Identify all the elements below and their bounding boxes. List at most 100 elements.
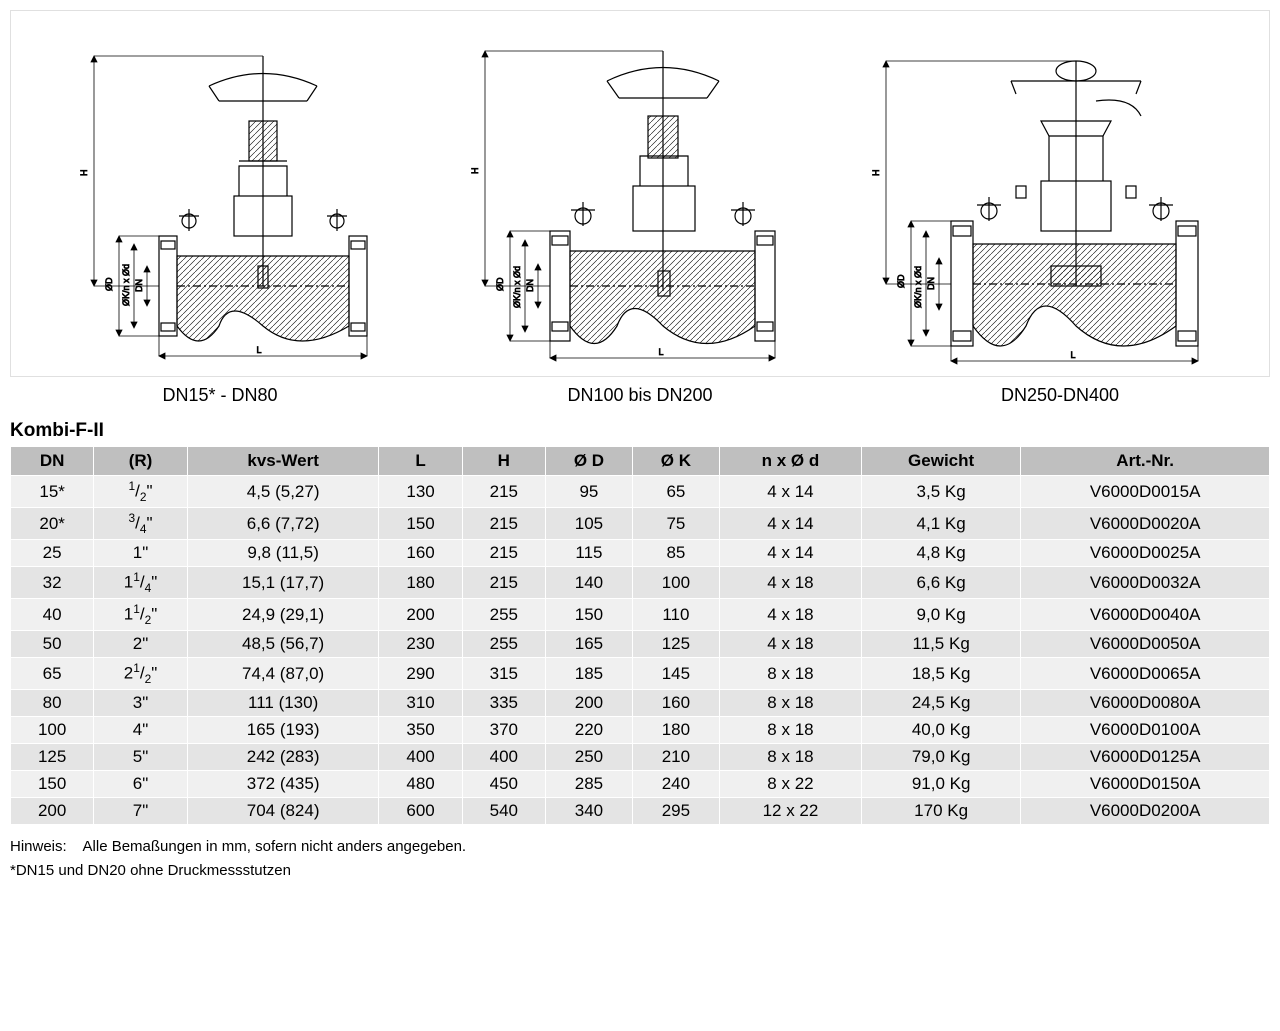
- cell: 350: [379, 717, 462, 744]
- dim-dn: DN: [134, 279, 144, 292]
- cell: 11,5 Kg: [862, 631, 1021, 658]
- cell: 250: [545, 744, 632, 771]
- cell: 200: [379, 599, 462, 631]
- cell: 6": [94, 771, 188, 798]
- svg-text:L: L: [1070, 350, 1075, 360]
- cell: V6000D0032A: [1021, 567, 1270, 599]
- cell: 11/2": [94, 599, 188, 631]
- col-8: Gewicht: [862, 447, 1021, 476]
- col-5: Ø D: [545, 447, 632, 476]
- cell: 200: [11, 798, 94, 825]
- dim-h: H: [79, 170, 89, 177]
- cell: 210: [632, 744, 719, 771]
- cell: 295: [632, 798, 719, 825]
- cell: V6000D0025A: [1021, 540, 1270, 567]
- cell: 8 x 22: [719, 771, 861, 798]
- cell: 185: [545, 658, 632, 690]
- cell: 21/2": [94, 658, 188, 690]
- cell: 11/4": [94, 567, 188, 599]
- cell: 290: [379, 658, 462, 690]
- cell: V6000D0015A: [1021, 476, 1270, 508]
- diagram-container: H ØD ØK/n x Ød DN L: [10, 10, 1270, 377]
- cell: 3": [94, 690, 188, 717]
- cell: 111 (130): [187, 690, 379, 717]
- table-header-row: DN(R)kvs-WertLHØ DØ Kn x Ø dGewichtArt.-…: [11, 447, 1270, 476]
- cell: 100: [632, 567, 719, 599]
- cell: 130: [379, 476, 462, 508]
- cell: 150: [11, 771, 94, 798]
- table-row: 1506"372 (435)4804502852408 x 2291,0 KgV…: [11, 771, 1270, 798]
- cell: 91,0 Kg: [862, 771, 1021, 798]
- table-row: 4011/2"24,9 (29,1)2002551501104 x 189,0 …: [11, 599, 1270, 631]
- cell: V6000D0065A: [1021, 658, 1270, 690]
- cell: 74,4 (87,0): [187, 658, 379, 690]
- table-title: Kombi-F-II: [10, 420, 1270, 442]
- cell: 242 (283): [187, 744, 379, 771]
- cell: 115: [545, 540, 632, 567]
- notes: Hinweis: Alle Bemaßungen in mm, sofern n…: [10, 835, 1270, 883]
- cell: 310: [379, 690, 462, 717]
- cell: 12 x 22: [719, 798, 861, 825]
- cell: 400: [379, 744, 462, 771]
- cell: 4 x 14: [719, 476, 861, 508]
- cell: 150: [379, 508, 462, 540]
- cell: 3/4": [94, 508, 188, 540]
- table-row: 3211/4"15,1 (17,7)1802151401004 x 186,6 …: [11, 567, 1270, 599]
- cell: 255: [462, 631, 545, 658]
- cell: 240: [632, 771, 719, 798]
- cell: 215: [462, 476, 545, 508]
- caption-3: DN250-DN400: [850, 385, 1270, 406]
- svg-text:DN: DN: [525, 279, 535, 292]
- cell: 8 x 18: [719, 658, 861, 690]
- note-text-1: Alle Bemaßungen in mm, sofern nicht ande…: [83, 838, 467, 855]
- cell: 80: [11, 690, 94, 717]
- cell: 400: [462, 744, 545, 771]
- cell: 5": [94, 744, 188, 771]
- cell: 4 x 18: [719, 599, 861, 631]
- cell: V6000D0100A: [1021, 717, 1270, 744]
- cell: 7": [94, 798, 188, 825]
- cell: 24,5 Kg: [862, 690, 1021, 717]
- cell: V6000D0050A: [1021, 631, 1270, 658]
- cell: 255: [462, 599, 545, 631]
- cell: 704 (824): [187, 798, 379, 825]
- cell: 372 (435): [187, 771, 379, 798]
- cell: 150: [545, 599, 632, 631]
- cell: 48,5 (56,7): [187, 631, 379, 658]
- cell: 95: [545, 476, 632, 508]
- cell: 540: [462, 798, 545, 825]
- cell: 200: [545, 690, 632, 717]
- col-4: H: [462, 447, 545, 476]
- table-row: 803"111 (130)3103352001608 x 1824,5 KgV6…: [11, 690, 1270, 717]
- cell: 25: [11, 540, 94, 567]
- cell: 125: [632, 631, 719, 658]
- cell: V6000D0150A: [1021, 771, 1270, 798]
- cell: V6000D0020A: [1021, 508, 1270, 540]
- cell: 24,9 (29,1): [187, 599, 379, 631]
- col-6: Ø K: [632, 447, 719, 476]
- cell: 335: [462, 690, 545, 717]
- table-row: 1255"242 (283)4004002502108 x 1879,0 KgV…: [11, 744, 1270, 771]
- col-1: (R): [94, 447, 188, 476]
- cell: 230: [379, 631, 462, 658]
- col-7: n x Ø d: [719, 447, 861, 476]
- svg-text:ØD: ØD: [495, 277, 505, 291]
- dim-od: ØD: [104, 277, 114, 291]
- cell: 4 x 18: [719, 567, 861, 599]
- note-text-2: *DN15 und DN20 ohne Druckmessstutzen: [10, 859, 1270, 883]
- cell: 9,0 Kg: [862, 599, 1021, 631]
- col-9: Art.-Nr.: [1021, 447, 1270, 476]
- cell: V6000D0080A: [1021, 690, 1270, 717]
- spec-table: DN(R)kvs-WertLHØ DØ Kn x Ø dGewichtArt.-…: [10, 446, 1270, 825]
- cell: 215: [462, 567, 545, 599]
- col-0: DN: [11, 447, 94, 476]
- col-2: kvs-Wert: [187, 447, 379, 476]
- cell: 315: [462, 658, 545, 690]
- cell: 1": [94, 540, 188, 567]
- table-row: 502"48,5 (56,7)2302551651254 x 1811,5 Kg…: [11, 631, 1270, 658]
- cell: 160: [379, 540, 462, 567]
- cell: 18,5 Kg: [862, 658, 1021, 690]
- table-row: 1004"165 (193)3503702201808 x 1840,0 KgV…: [11, 717, 1270, 744]
- cell: 32: [11, 567, 94, 599]
- cell: 105: [545, 508, 632, 540]
